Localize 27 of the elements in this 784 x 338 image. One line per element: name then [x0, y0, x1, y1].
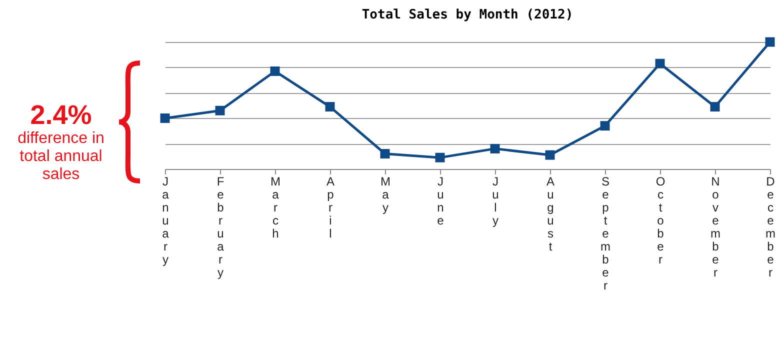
- point: [160, 113, 170, 123]
- text: 2.4%: [29, 100, 93, 130]
- x-tick-label: November: [710, 174, 720, 280]
- point: [380, 149, 390, 159]
- x-tick-label: October: [656, 174, 666, 266]
- point: [490, 144, 500, 154]
- x-tick-label: May: [380, 174, 390, 214]
- point: [435, 152, 445, 162]
- point: [215, 106, 225, 116]
- x-tick-label: August: [546, 174, 555, 254]
- chart-title: Total Sales by Month (2012): [362, 7, 574, 22]
- point: [710, 102, 720, 112]
- point: [600, 121, 610, 131]
- x-tick-label: June: [437, 174, 444, 228]
- point: [270, 66, 280, 76]
- x-tick-label: July: [492, 174, 499, 228]
- point: [655, 58, 665, 68]
- x-tick-label: January: [162, 174, 170, 266]
- x-tick-label: December: [766, 174, 776, 280]
- category-label: September: [600, 174, 610, 292]
- point: [765, 37, 775, 47]
- text: difference in total annual sales: [16, 130, 106, 184]
- x-tick-label: February: [216, 174, 224, 280]
- point: [545, 150, 555, 160]
- x-tick-label: March: [270, 174, 280, 240]
- point: [325, 102, 335, 112]
- x-tick-label: April: [326, 174, 335, 240]
